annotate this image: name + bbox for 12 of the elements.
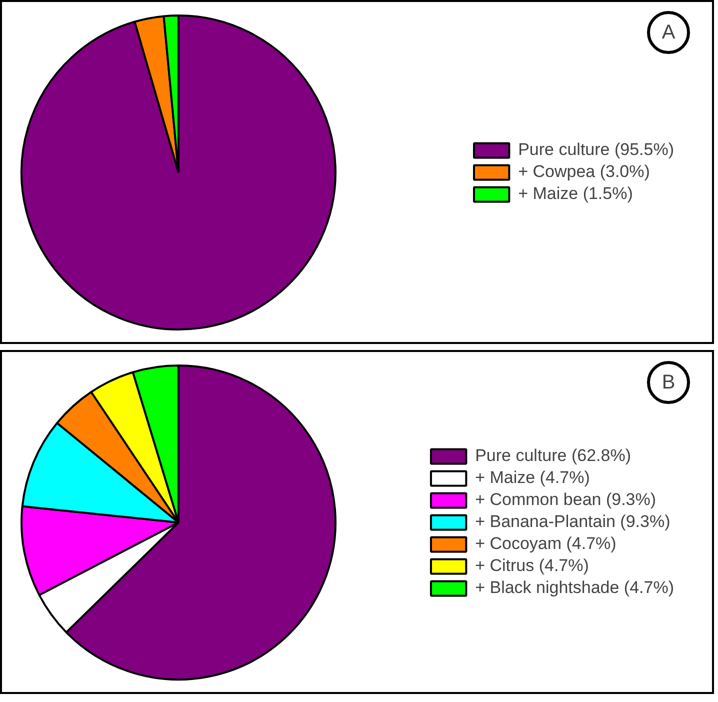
legend-label: + Banana-Plantain (9.3%) — [475, 512, 670, 532]
legend-label: + Citrus (4.7%) — [475, 556, 589, 576]
legend-label: + Maize (4.7%) — [475, 468, 590, 488]
legend-label: + Cocoyam (4.7%) — [475, 534, 616, 554]
legend-label: Pure culture (95.5%) — [518, 140, 674, 160]
legend-label: + Maize (1.5%) — [518, 184, 633, 204]
legend-label: Pure culture (62.8%) — [475, 446, 631, 466]
text: B — [662, 372, 676, 394]
legend-label: + Cowpea (3.0%) — [518, 162, 650, 182]
legend-label: + Black nightshade (4.7%) — [475, 578, 674, 598]
legend-label: + Common bean (9.3%) — [475, 490, 656, 510]
text: A — [662, 22, 676, 44]
